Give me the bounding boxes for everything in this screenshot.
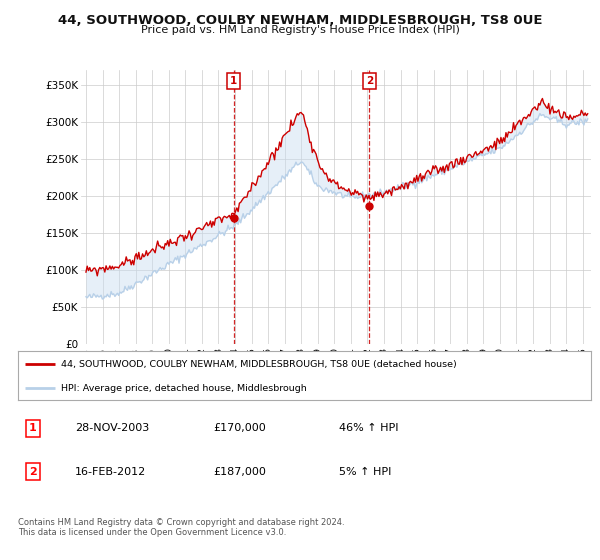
Text: 2: 2: [366, 76, 373, 86]
Text: 28-NOV-2003: 28-NOV-2003: [75, 423, 149, 433]
Text: 46% ↑ HPI: 46% ↑ HPI: [339, 423, 398, 433]
Text: 44, SOUTHWOOD, COULBY NEWHAM, MIDDLESBROUGH, TS8 0UE (detached house): 44, SOUTHWOOD, COULBY NEWHAM, MIDDLESBRO…: [61, 360, 457, 369]
Text: 1: 1: [29, 423, 37, 433]
Text: Contains HM Land Registry data © Crown copyright and database right 2024.
This d: Contains HM Land Registry data © Crown c…: [18, 518, 344, 538]
Text: 2: 2: [29, 466, 37, 477]
Text: 5% ↑ HPI: 5% ↑ HPI: [339, 466, 391, 477]
Text: £170,000: £170,000: [213, 423, 266, 433]
Text: HPI: Average price, detached house, Middlesbrough: HPI: Average price, detached house, Midd…: [61, 384, 307, 393]
Text: 1: 1: [230, 76, 237, 86]
Text: 44, SOUTHWOOD, COULBY NEWHAM, MIDDLESBROUGH, TS8 0UE: 44, SOUTHWOOD, COULBY NEWHAM, MIDDLESBRO…: [58, 14, 542, 27]
Text: 16-FEB-2012: 16-FEB-2012: [75, 466, 146, 477]
Text: Price paid vs. HM Land Registry's House Price Index (HPI): Price paid vs. HM Land Registry's House …: [140, 25, 460, 35]
Text: £187,000: £187,000: [213, 466, 266, 477]
